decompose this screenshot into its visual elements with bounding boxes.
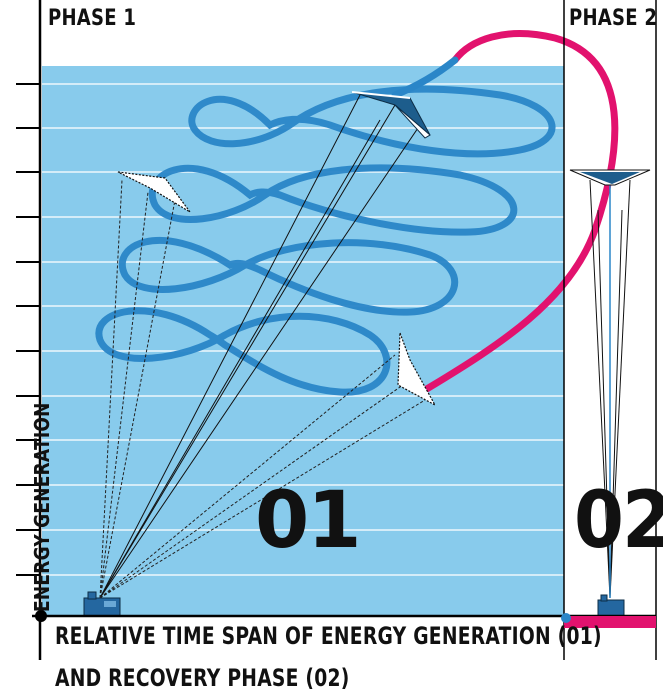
phase-1-dashed-tethers	[99, 179, 426, 599]
caption-line-1: RELATIVE TIME SPAN OF ENERGY GENERATION …	[55, 622, 602, 650]
y-axis-label: ENERGY GENERATION	[30, 402, 54, 612]
phase-1-tethers	[99, 94, 421, 599]
kite-white-lower-icon	[397, 332, 437, 407]
phase-boundary-dot	[561, 613, 571, 623]
figure-eight-flight-path	[95, 85, 556, 396]
phase-1-sky-panel	[42, 66, 564, 616]
grid-lines	[42, 83, 564, 576]
recovery-trajectory	[421, 30, 619, 394]
phase-2-time-bar	[564, 616, 656, 628]
phase-1-label: PHASE 1	[48, 6, 137, 31]
kite-phase-2-icon	[569, 169, 651, 186]
y-axis-ticks	[16, 83, 40, 576]
phase-2-label: PHASE 2	[569, 6, 658, 31]
caption-line-2: AND RECOVERY PHASE (02)	[55, 664, 350, 692]
phase-1-marker: 01	[255, 476, 362, 566]
kite-white-left-icon	[117, 171, 191, 213]
kite-dark-upper-icon	[351, 91, 431, 139]
trajectory-sky-segment	[391, 56, 459, 99]
origin-dot	[35, 610, 47, 622]
ground-station-phase-2-icon	[597, 594, 625, 617]
phase-2-marker: 02	[574, 476, 663, 566]
